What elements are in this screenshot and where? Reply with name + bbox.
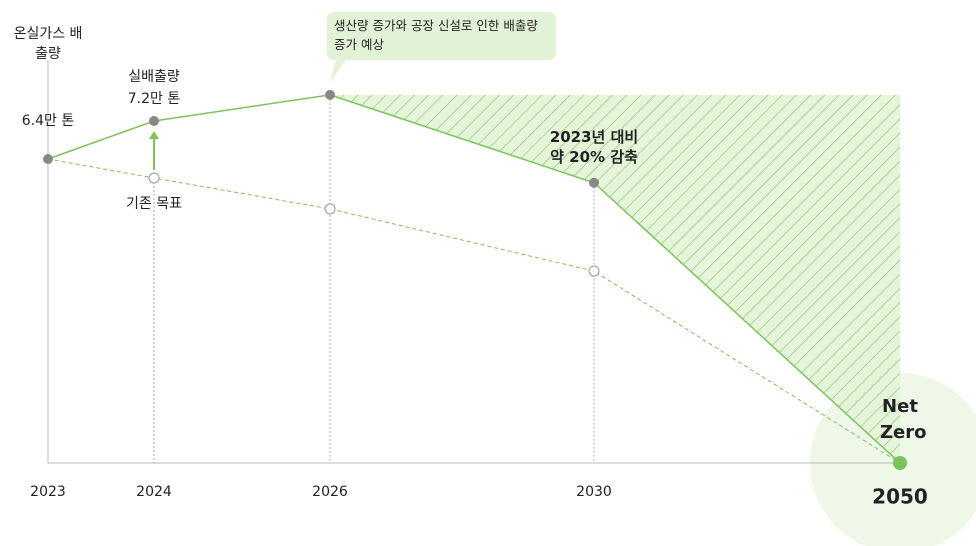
target-line [47,158,901,464]
net-zero-label: Net Zero [880,396,927,443]
value-label: 7.2만 톤 [127,91,181,107]
value-label: 6.4만 톤 [21,113,75,129]
x-tick-label: 2023 [30,484,66,500]
target-point [148,172,160,184]
target-point [588,265,600,277]
y-axis-label: 온실가스 배출량 [13,26,83,62]
series-name: 실배출량 [128,69,180,85]
reduction-area [330,94,900,463]
actual-point [43,154,53,164]
target-point [324,203,336,215]
x-tick-label: 2024 [136,484,172,500]
actual-point [893,456,907,470]
x-tick-label: 2030 [576,484,612,500]
actual-point [589,177,599,188]
callout-text: 생산량 증가와 공장 신설로 인한 배출량 증가 예상 [334,18,538,52]
series-name: 기존 목표 [126,196,182,212]
x-tick-label: 2050 [872,485,928,509]
reduction-note: 2023년 대비 약 20% 감축 [549,128,639,166]
callout-box [327,12,556,82]
actual-point [149,116,159,126]
x-tick-label: 2026 [312,484,348,500]
actual-point [325,89,335,100]
increase-arrowhead [149,131,159,139]
